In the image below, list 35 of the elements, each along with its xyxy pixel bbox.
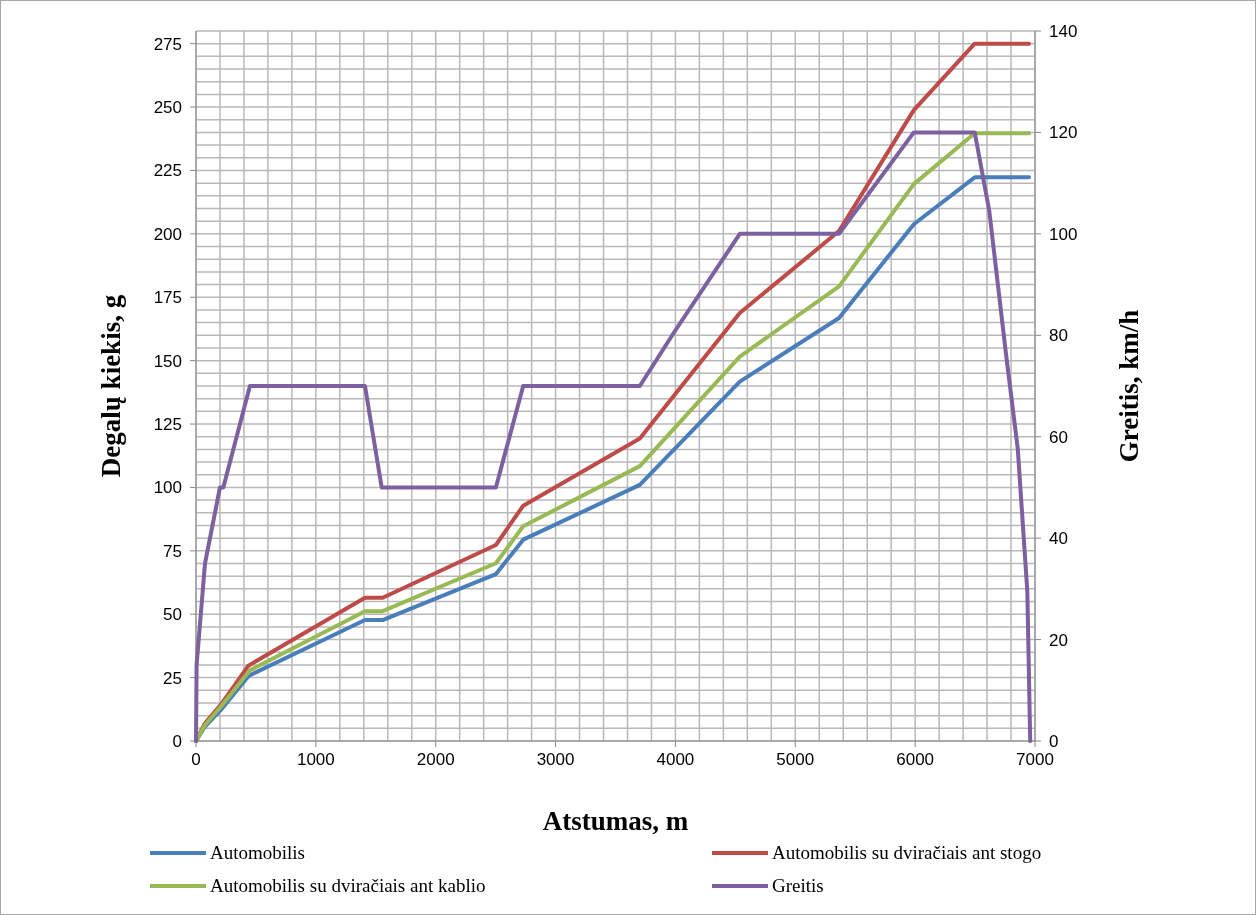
y2-tick-label: 40 — [1049, 529, 1068, 549]
y-tick-label: 100 — [153, 478, 182, 498]
y-axis-title: Degalų kiekis, g — [96, 294, 126, 478]
y2-tick-label: 100 — [1049, 224, 1078, 244]
y2-tick-label: 60 — [1049, 427, 1068, 447]
y-tick-label: 150 — [153, 351, 182, 371]
x-tick-label: 6000 — [896, 750, 935, 769]
y-tick-label: 275 — [153, 34, 182, 54]
x-tick-label: 5000 — [776, 750, 815, 769]
y-tick-label: 25 — [163, 668, 182, 688]
x-tick-label: 7000 — [1016, 750, 1054, 769]
legend-label: Automobilis su dviračiais ant stogo — [772, 842, 1042, 863]
y-tick-label: 200 — [153, 224, 182, 244]
y2-axis-title: Greitis, km/h — [1114, 309, 1144, 463]
legend-label: Greitis — [772, 875, 824, 896]
y2-tick-label: 140 — [1049, 22, 1078, 41]
y-tick-label: 175 — [153, 288, 182, 308]
x-tick-label: 1000 — [296, 750, 335, 769]
x-tick-label: 4000 — [656, 750, 695, 769]
x-tick-label: 0 — [191, 750, 201, 769]
y-tick-label: 0 — [172, 732, 182, 751]
y-tick-label: 225 — [153, 161, 182, 181]
x-axis-title: Atstumas, m — [542, 806, 689, 836]
x-tick-label: 3000 — [536, 750, 575, 769]
y-tick-label: 125 — [153, 415, 182, 435]
y2-tick-label: 20 — [1049, 630, 1068, 650]
y-tick-label: 75 — [163, 541, 182, 561]
x-tick-label: 2000 — [416, 750, 455, 769]
y2-tick-label: 80 — [1049, 326, 1068, 346]
y2-tick-label: 120 — [1049, 123, 1078, 143]
y2-tick-label: 0 — [1049, 732, 1059, 751]
y-tick-label: 250 — [153, 98, 182, 118]
legend-label: Automobilis — [210, 842, 306, 863]
legend-label: Automobilis su dviračiais ant kablio — [210, 875, 486, 896]
y-tick-label: 50 — [163, 605, 182, 625]
